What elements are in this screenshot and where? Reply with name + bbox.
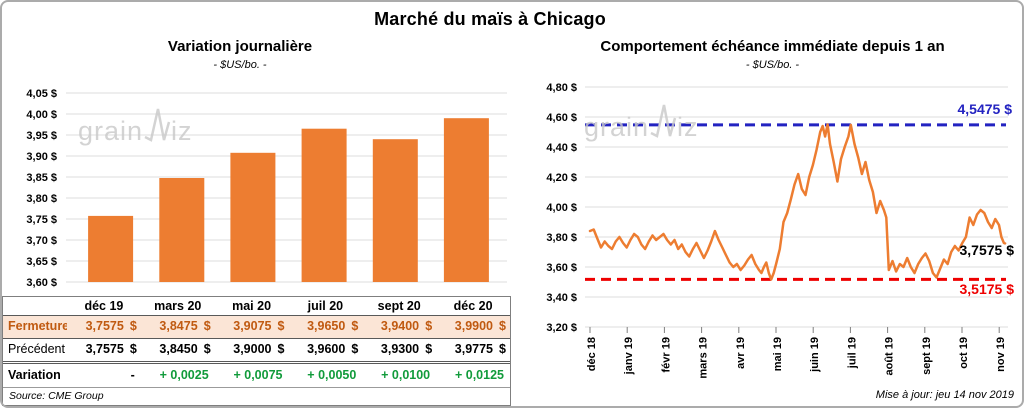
table-cell: 3,9775 $ [454,342,506,357]
watermark-zigzag-icon [650,104,677,138]
row-label: Fermeture [8,319,67,334]
svg-text:3,90 $: 3,90 $ [26,151,57,163]
svg-text:4,00 $: 4,00 $ [26,109,57,121]
page-title: Marché du maïs à Chicago [374,9,606,29]
svg-text:juil 19: juil 19 [846,337,858,369]
svg-text:oct 19: oct 19 [958,337,970,369]
svg-text:juin 19: juin 19 [809,337,821,373]
annotation-low-value: 3,5175 $ [959,281,1015,297]
svg-text:janv 19: janv 19 [623,337,635,375]
svg-text:3,85 $: 3,85 $ [26,172,57,184]
price-table: déc 19 mars 20 mai 20 juil 20 sept 20 dé… [3,297,510,404]
svg-text:nov 19: nov 19 [995,337,1007,372]
svg-text:3,95 $: 3,95 $ [26,130,57,142]
svg-text:août 19: août 19 [884,337,896,376]
table-row-variation: Variation - + 0,0025 + 0,0075 + 0,0050 +… [3,362,510,387]
watermark-text-right: iz [677,112,699,142]
svg-text:3,70 $: 3,70 $ [26,235,57,247]
svg-text:mai 19: mai 19 [772,337,784,371]
table-cell: 3,8475 $ [159,319,211,334]
last-updated-note: Mise à jour: jeu 14 nov 2019 [875,389,1014,401]
svg-text:3,80 $: 3,80 $ [26,193,57,205]
watermark-text-left: grain [584,112,650,142]
svg-text:4,00 $: 4,00 $ [546,202,577,214]
watermark-text-right: iz [171,116,193,146]
svg-text:3,20 $: 3,20 $ [546,322,577,334]
svg-text:3,75 $: 3,75 $ [26,214,57,226]
table-cell: 3,9300 $ [380,342,433,357]
table-source-row: Source: CME Group [3,387,510,404]
table-cell: 3,8450 $ [159,342,211,357]
svg-text:4,05 $: 4,05 $ [26,88,57,100]
table-cell: + 0,0075 [233,367,283,382]
svg-text:3,40 $: 3,40 $ [546,292,577,304]
table-row-fermeture: Fermeture 3,7575 $ 3,8475 $ 3,9075 $ 3,9650… [3,315,510,338]
svg-text:3,80 $: 3,80 $ [546,232,577,244]
svg-text:3,60 $: 3,60 $ [26,277,57,289]
svg-text:sept 19: sept 19 [921,337,933,375]
bar-chart-subtitle: - $US/bo. - [213,59,267,71]
column-header: mars 20 [140,297,215,316]
svg-text:4,40 $: 4,40 $ [546,142,577,154]
table-cell: + 0,0025 [159,367,209,382]
svg-text:3,65 $: 3,65 $ [26,256,57,268]
source-note: Source: CME Group [9,389,104,402]
table-cell: - [130,367,135,382]
table-cell: 3,7575 $ [85,319,137,334]
annotation-high-value: 4,5475 $ [957,101,1013,117]
svg-text:4,20 $: 4,20 $ [546,172,577,184]
watermark-text-left: grain [78,116,144,146]
column-header: juil 20 [288,297,363,316]
grainwiz-watermark: grain iz [78,104,193,147]
table-cell: 3,9075 $ [233,319,285,334]
column-header: déc 19 [67,297,141,316]
bar-chart-title: Variation journalière [167,38,313,55]
svg-text:mars 19: mars 19 [698,337,710,379]
price-table-container: déc 19 mars 20 mai 20 juil 20 sept 20 dé… [2,296,511,406]
daily-variation-bar-chart: 3,60 $ 3,65 $ 3,70 $ 3,75 $ 3,80 $ 3,85 $ 3,90… [26,88,507,289]
row-label: Précédent [8,342,65,357]
table-cell: + 0,0100 [381,367,431,382]
column-header: mai 20 [214,297,289,316]
row-label: Variation [8,367,61,382]
table-cell: + 0,0125 [454,367,504,382]
table-cell: 3,9400 $ [380,319,433,334]
table-cell: 3,9650 $ [307,319,359,334]
table-header-row: déc 19 mars 20 mai 20 juil 20 sept 20 dé… [3,297,510,316]
svg-text:avr 19: avr 19 [735,337,747,369]
table-corner [3,297,67,316]
line-chart-subtitle: - $US/bo. - [745,59,800,71]
table-cell: 3,9600 $ [307,342,359,357]
annotation-last-value: 3,7575 $ [959,242,1015,258]
grainwiz-watermark: grain iz [584,100,699,143]
one-year-line-chart: 3,20 $ 3,40 $ 3,60 $ 3,80 $ 4,00 $ 4,20 $ 4,40… [546,82,1008,379]
column-header: sept 20 [362,297,437,316]
table-cell: 3,9000 $ [233,342,285,357]
column-header: déc 20 [436,297,510,316]
svg-text:4,60 $: 4,60 $ [546,112,577,124]
line-chart-title: Comportement échéance immédiate depuis 1… [600,38,945,55]
table-cell: 3,7575 $ [85,342,137,357]
svg-text:déc 18: déc 18 [586,337,598,371]
svg-text:févr 19: févr 19 [660,337,672,372]
table-row-precedent: Précédent 3,7575 $ 3,8450 $ 3,9000 $ 3,9600… [3,338,510,362]
watermark-zigzag-icon [144,108,171,142]
svg-text:3,60 $: 3,60 $ [546,262,577,274]
svg-text:4,80 $: 4,80 $ [546,82,577,94]
table-cell: 3,9900 $ [454,319,506,334]
table-cell: + 0,0050 [307,367,357,382]
